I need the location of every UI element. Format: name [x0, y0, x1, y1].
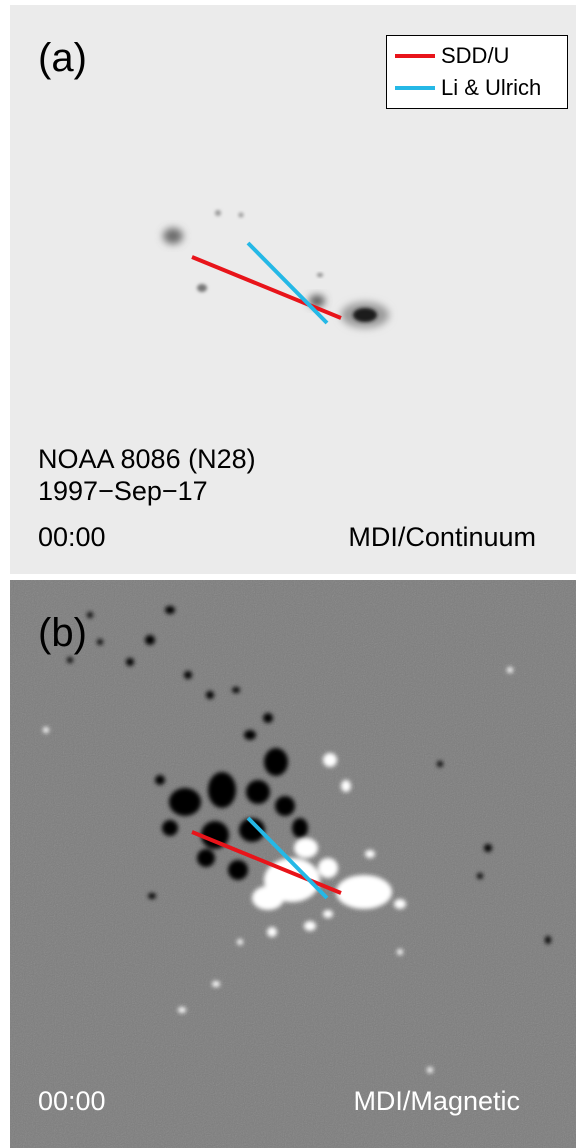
legend-swatch-sdd: [395, 54, 435, 58]
sdd-neutral-line: [191, 255, 342, 320]
legend-label-li-ulrich: Li & Ulrich: [441, 75, 542, 100]
legend-label-sdd: SDD/U: [441, 43, 510, 68]
continuum-image-panel: (a) SDD/U Li & Ulrich NOAA 8086 (N28) 19…: [10, 5, 576, 574]
legend: SDD/U Li & Ulrich: [386, 35, 568, 109]
date-label: 1997−Sep−17: [38, 476, 208, 506]
negative-polarity-region: [67, 606, 551, 944]
region-label: NOAA 8086 (N28): [38, 444, 256, 474]
legend-item-sdd: SDD/U: [395, 42, 509, 70]
li-ulrich-neutral-line-b: [246, 816, 329, 900]
instrument-label-a: MDI/Continuum: [348, 522, 536, 552]
instrument-label-b: MDI/Magnetic: [353, 1086, 520, 1116]
sdd-neutral-line-b: [191, 830, 342, 895]
time-label-b: 00:00: [38, 1086, 106, 1116]
sunspot-group: [163, 210, 389, 328]
li-ulrich-neutral-line: [246, 241, 329, 325]
magnetogram-image-panel: (b) 00:00 MDI/Magnetic: [10, 580, 576, 1148]
legend-swatch-li-ulrich: [395, 86, 435, 90]
magnetogram-image: [10, 580, 576, 1148]
time-label-a: 00:00: [38, 522, 106, 552]
panel-a-label: (a): [38, 36, 87, 80]
panel-b-label: (b): [38, 611, 87, 655]
legend-item-li-ulrich: Li & Ulrich: [395, 74, 541, 102]
